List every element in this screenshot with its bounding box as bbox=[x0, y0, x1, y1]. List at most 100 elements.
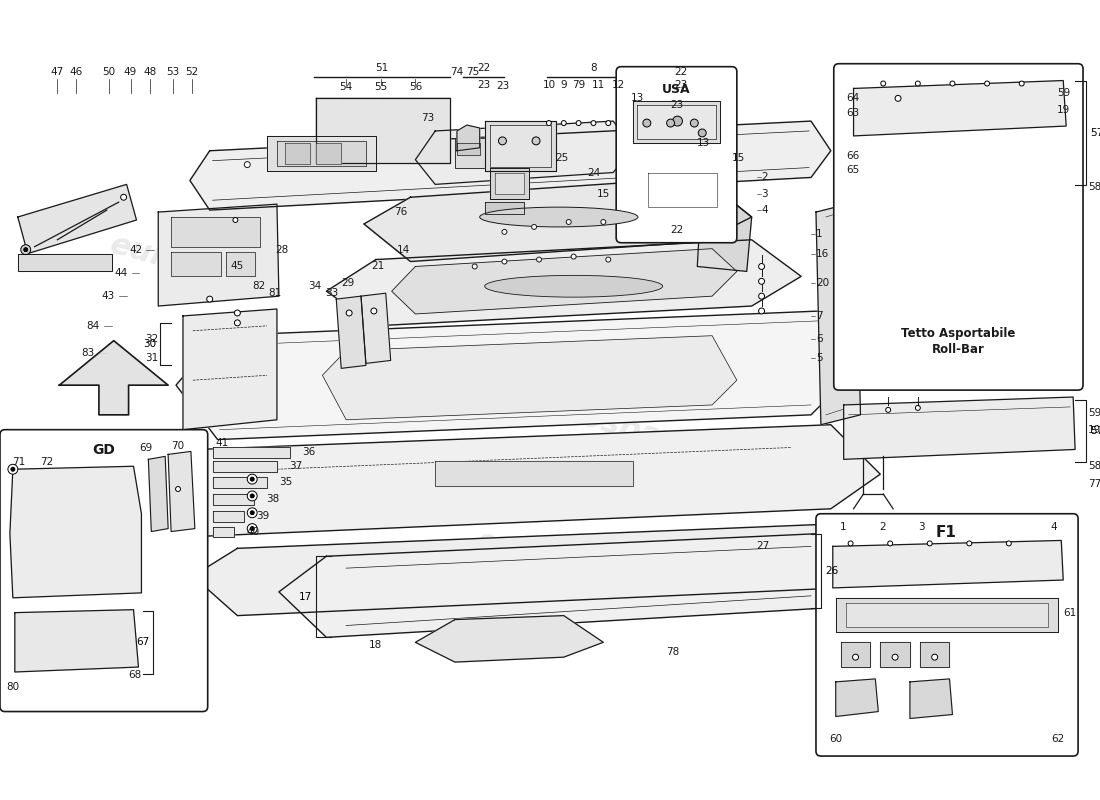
Text: 83: 83 bbox=[81, 347, 95, 358]
Text: 49: 49 bbox=[124, 66, 138, 77]
Polygon shape bbox=[854, 81, 1066, 136]
Text: 30: 30 bbox=[143, 339, 156, 349]
Text: 21: 21 bbox=[371, 262, 384, 271]
Polygon shape bbox=[212, 447, 289, 458]
Text: 2: 2 bbox=[761, 173, 768, 182]
Circle shape bbox=[244, 162, 250, 167]
Text: 14: 14 bbox=[397, 245, 410, 254]
Text: eurospa: eurospa bbox=[473, 526, 615, 590]
Text: 67: 67 bbox=[136, 638, 150, 647]
Polygon shape bbox=[190, 121, 830, 210]
Text: 74: 74 bbox=[450, 66, 463, 77]
Circle shape bbox=[250, 477, 254, 481]
Polygon shape bbox=[59, 341, 168, 415]
Text: 8: 8 bbox=[590, 62, 596, 73]
Polygon shape bbox=[490, 125, 551, 166]
Circle shape bbox=[888, 541, 892, 546]
Polygon shape bbox=[910, 679, 953, 718]
Polygon shape bbox=[840, 642, 870, 667]
Text: 73: 73 bbox=[420, 113, 433, 123]
Circle shape bbox=[915, 81, 921, 86]
Text: 26: 26 bbox=[825, 566, 838, 576]
Text: USA: USA bbox=[662, 83, 691, 96]
Circle shape bbox=[248, 508, 257, 518]
Text: 61: 61 bbox=[1064, 608, 1077, 618]
Circle shape bbox=[606, 121, 610, 126]
Circle shape bbox=[233, 218, 238, 222]
Text: 1: 1 bbox=[839, 522, 846, 531]
Circle shape bbox=[950, 81, 955, 86]
Text: eurospa: eurospa bbox=[344, 309, 486, 373]
Text: 71: 71 bbox=[12, 458, 25, 467]
Polygon shape bbox=[836, 679, 878, 717]
Text: eurospa: eurospa bbox=[245, 447, 387, 511]
Circle shape bbox=[1006, 541, 1011, 546]
Circle shape bbox=[698, 129, 706, 137]
Polygon shape bbox=[648, 173, 717, 207]
Text: 9: 9 bbox=[560, 81, 568, 90]
Circle shape bbox=[248, 524, 257, 534]
Polygon shape bbox=[212, 510, 244, 522]
Text: 7: 7 bbox=[816, 311, 823, 321]
Text: 15: 15 bbox=[596, 190, 609, 199]
Polygon shape bbox=[18, 254, 112, 271]
Text: 25: 25 bbox=[556, 153, 569, 162]
Circle shape bbox=[667, 119, 674, 127]
Text: 77: 77 bbox=[1088, 479, 1100, 489]
Polygon shape bbox=[212, 526, 234, 538]
Text: 2: 2 bbox=[879, 522, 886, 531]
Circle shape bbox=[248, 491, 257, 501]
Polygon shape bbox=[148, 456, 168, 531]
Circle shape bbox=[848, 541, 854, 546]
Circle shape bbox=[895, 95, 901, 102]
Text: 23: 23 bbox=[674, 81, 688, 90]
Polygon shape bbox=[456, 125, 480, 150]
Text: eurospa: eurospa bbox=[522, 170, 664, 234]
Text: 48: 48 bbox=[144, 66, 157, 77]
Polygon shape bbox=[697, 178, 751, 271]
Text: 19: 19 bbox=[1088, 425, 1100, 434]
Text: 35: 35 bbox=[279, 477, 293, 487]
Circle shape bbox=[561, 121, 566, 126]
Text: 79: 79 bbox=[572, 81, 585, 90]
Text: 59: 59 bbox=[1088, 408, 1100, 418]
Polygon shape bbox=[361, 293, 390, 363]
Polygon shape bbox=[14, 610, 139, 672]
Circle shape bbox=[537, 257, 541, 262]
Text: Tetto Asportabile: Tetto Asportabile bbox=[901, 327, 1015, 340]
Polygon shape bbox=[18, 184, 136, 254]
Circle shape bbox=[932, 654, 937, 660]
Polygon shape bbox=[416, 616, 603, 662]
Polygon shape bbox=[816, 202, 860, 425]
Circle shape bbox=[346, 310, 352, 316]
Text: 33: 33 bbox=[324, 288, 338, 298]
Polygon shape bbox=[267, 136, 376, 170]
Text: 23: 23 bbox=[496, 82, 509, 91]
Polygon shape bbox=[485, 202, 525, 214]
Circle shape bbox=[967, 541, 971, 546]
Text: 65: 65 bbox=[847, 165, 860, 174]
Polygon shape bbox=[632, 102, 721, 143]
Circle shape bbox=[601, 219, 606, 225]
Text: 16: 16 bbox=[816, 249, 829, 258]
Circle shape bbox=[21, 245, 31, 254]
Text: 3: 3 bbox=[761, 190, 768, 199]
Polygon shape bbox=[172, 252, 221, 276]
Polygon shape bbox=[158, 204, 279, 306]
Polygon shape bbox=[0, 4, 1088, 796]
Text: 10: 10 bbox=[542, 81, 556, 90]
Text: 22: 22 bbox=[674, 66, 688, 77]
Polygon shape bbox=[844, 397, 1075, 459]
Circle shape bbox=[759, 263, 764, 270]
Text: 78: 78 bbox=[666, 647, 679, 658]
Polygon shape bbox=[226, 252, 255, 276]
Text: eurospa: eurospa bbox=[344, 130, 486, 194]
Text: 32: 32 bbox=[145, 334, 158, 344]
Circle shape bbox=[234, 320, 240, 326]
Text: 45: 45 bbox=[231, 262, 244, 271]
Circle shape bbox=[248, 474, 257, 484]
Text: eurospa: eurospa bbox=[107, 230, 249, 294]
FancyBboxPatch shape bbox=[616, 66, 737, 242]
Text: 3: 3 bbox=[918, 522, 925, 531]
Polygon shape bbox=[317, 143, 341, 164]
